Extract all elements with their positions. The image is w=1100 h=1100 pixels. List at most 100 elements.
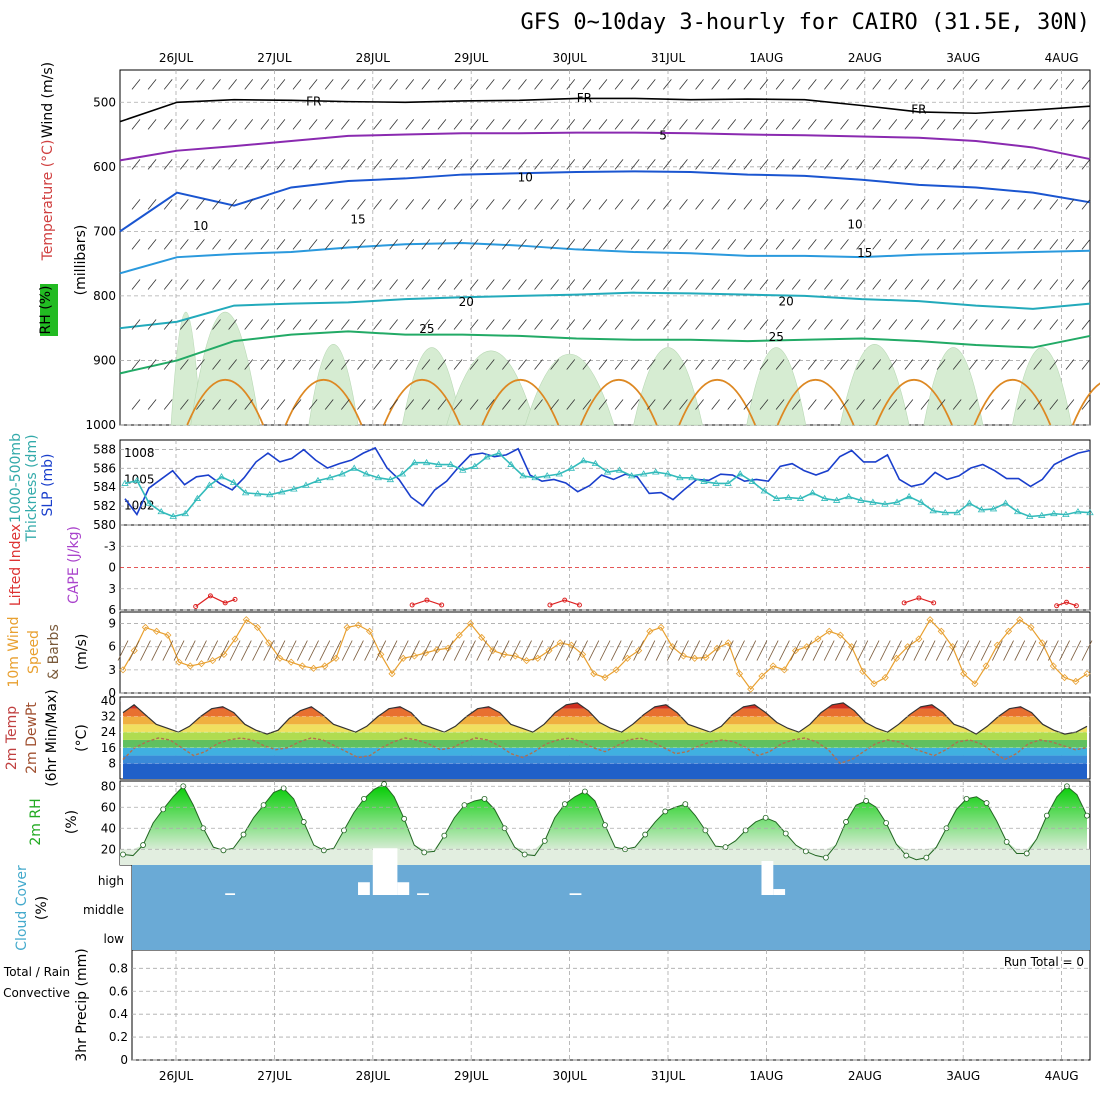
rh-point <box>642 831 649 838</box>
wind-barb <box>324 359 334 370</box>
wind-barb <box>469 319 479 330</box>
wind-speed-line <box>122 618 1088 691</box>
thickness-point <box>507 460 515 467</box>
run-total-label: Run Total = 0 <box>1004 955 1084 969</box>
wind-barb <box>373 239 382 250</box>
wind-barb <box>373 119 382 130</box>
wind-speed-point <box>253 623 262 631</box>
wind-barb <box>550 359 559 370</box>
wind-barb <box>872 79 881 90</box>
temp-band <box>120 697 1090 701</box>
wind-barb-10m <box>420 640 432 661</box>
wind-barb-10m <box>980 640 992 661</box>
wind-barb <box>952 359 962 370</box>
wind-barb <box>518 319 527 330</box>
wind-barb <box>1081 199 1091 210</box>
wind-barb-10m <box>196 640 207 661</box>
wind-barb <box>212 119 221 130</box>
wind-barb <box>421 279 431 290</box>
wind-barb <box>1049 399 1059 410</box>
wind-barb <box>936 399 946 410</box>
wind-barb-10m <box>1014 640 1026 661</box>
wind-barb <box>485 199 495 210</box>
wind-barb <box>968 159 978 170</box>
wind-barb <box>904 79 914 90</box>
wind-barb <box>276 359 286 370</box>
wind-barb <box>614 399 624 410</box>
thickness-point <box>302 481 310 488</box>
wind-barb <box>292 239 302 250</box>
wind-barb <box>952 319 962 330</box>
wind-barb <box>598 199 608 210</box>
wind-barb <box>920 359 930 370</box>
wind-barb <box>212 359 221 370</box>
wind-barb-10m <box>846 640 857 661</box>
wind-barb <box>550 159 559 170</box>
wind-barb <box>598 359 608 370</box>
wind-barb <box>292 399 302 410</box>
wind-barb <box>453 279 463 290</box>
wind-barb <box>695 359 704 370</box>
wind-barb <box>147 119 157 130</box>
wind-speed-point <box>612 666 620 674</box>
wind-barb <box>437 279 447 290</box>
thickness-point <box>869 498 877 505</box>
wind-barb <box>260 359 270 370</box>
wind-speed-point <box>321 662 329 670</box>
wind-barb-10m <box>465 640 476 661</box>
wind-speed-point <box>455 631 463 639</box>
wind-speed-point <box>758 672 766 680</box>
wind-barb <box>1017 279 1026 290</box>
li-tick: 6 <box>108 603 116 617</box>
cloud-cover-panel: high middle low <box>83 848 1090 950</box>
slp-tick: 1008 <box>124 446 155 460</box>
isotherm-30 <box>1071 382 1100 426</box>
temp-label: 2m Temp <box>4 706 20 770</box>
rh-point <box>682 801 689 807</box>
wind-barb <box>308 199 318 210</box>
wind-speed-point <box>242 616 250 624</box>
wind-barb <box>196 199 205 210</box>
slp-tick: 1005 <box>124 472 155 486</box>
wind-barb-10m <box>588 640 600 661</box>
thickness-point <box>241 489 250 496</box>
date-label-top: 28JUL <box>356 51 391 65</box>
wind-barb <box>840 399 849 410</box>
wind-barb <box>244 319 254 330</box>
wind-barb <box>437 199 447 210</box>
isotherm-5 <box>119 131 1091 162</box>
precip-tick: 0.4 <box>109 1007 128 1021</box>
wind-barb <box>968 199 978 210</box>
wind-speed-point <box>197 660 206 668</box>
wind-barb <box>163 359 173 370</box>
wind-barb <box>405 199 415 210</box>
wind-speed-point <box>298 662 306 670</box>
wind-barb <box>518 199 527 210</box>
wind-barb <box>534 359 543 370</box>
wind-barb-10m <box>543 640 555 661</box>
wind-speed-point <box>691 654 699 662</box>
wind-barb <box>260 279 270 290</box>
rh-point <box>702 827 709 834</box>
wind-barb <box>147 319 157 330</box>
wind-barb <box>437 159 447 170</box>
wind-barb <box>324 119 334 130</box>
wind-barb <box>872 359 881 370</box>
rh-point <box>782 830 789 837</box>
thickness-point <box>736 470 744 477</box>
wind-barb <box>341 239 350 250</box>
wind-barb <box>389 119 398 130</box>
rh-point <box>461 802 468 809</box>
wind-speed-point <box>265 639 273 647</box>
wind-barb <box>550 319 559 330</box>
wind-barb-10m <box>128 640 140 661</box>
wind-barb <box>566 399 576 410</box>
wind-speed-point <box>926 616 934 624</box>
wind-speed-point <box>534 654 542 662</box>
wind-barb-10m <box>1025 640 1037 661</box>
rh-point <box>421 849 428 856</box>
wind-barb <box>357 359 366 370</box>
thickness-line <box>124 452 1091 518</box>
pressure-tick: 500 <box>93 95 116 109</box>
